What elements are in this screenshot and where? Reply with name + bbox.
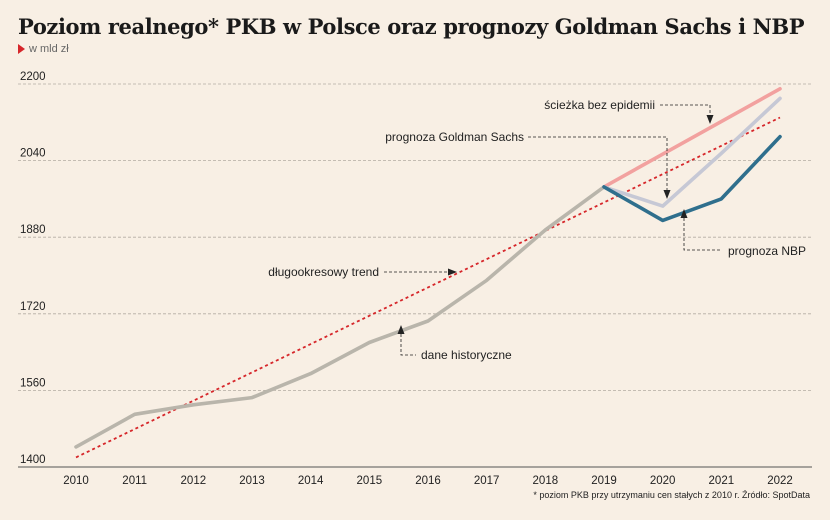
series-line-nbp: [602, 134, 782, 223]
x-tick-label: 2021: [709, 475, 735, 487]
annotation-arrow: [663, 190, 671, 199]
unit-label: w mld zł: [29, 43, 69, 55]
y-tick-label: 1560: [20, 377, 46, 389]
x-tick-label: 2013: [239, 475, 265, 487]
series-line-historical: [74, 185, 606, 449]
x-tick-label: 2018: [533, 475, 559, 487]
annotation-leader: [660, 104, 711, 115]
annotation-leader: [528, 136, 668, 190]
annotation-leader: [683, 218, 720, 251]
triangle-marker-icon: [18, 44, 25, 54]
y-tick-label: 1720: [20, 301, 46, 313]
annotation-arrow: [706, 115, 714, 124]
annotation-arrow: [448, 268, 457, 276]
x-tick-label: 2017: [474, 475, 500, 487]
x-tick-label: 2012: [181, 475, 207, 487]
annotation-arrow: [680, 209, 688, 218]
series-line-no-epidemic: [602, 87, 782, 189]
y-tick-label: 1400: [20, 454, 46, 466]
y-tick-label: 2200: [20, 71, 46, 83]
series-line-trend: [75, 116, 781, 459]
y-tick-label: 1880: [20, 224, 46, 236]
annotation-leader: [400, 334, 416, 356]
annotation-label: prognoza Goldman Sachs: [385, 130, 524, 144]
chart-title: Poziom realnego* PKB w Polsce oraz progn…: [18, 14, 805, 39]
annotation-label: dane historyczne: [421, 348, 512, 362]
x-tick-label: 2015: [357, 475, 383, 487]
x-tick-label: 2011: [122, 475, 147, 487]
x-tick-label: 2010: [63, 475, 89, 487]
x-tick-label: 2019: [591, 475, 617, 487]
annotation-label: prognoza NBP: [728, 244, 806, 258]
x-tick-label: 2014: [298, 475, 324, 487]
annotation-label: ścieżka bez epidemii: [544, 98, 655, 112]
x-tick-label: 2016: [415, 475, 441, 487]
x-tick-label: 2020: [650, 475, 676, 487]
footnote: * poziom PKB przy utrzymaniu cen stałych…: [533, 490, 810, 500]
y-tick-label: 2040: [20, 148, 46, 160]
series-line-goldman-sachs: [602, 96, 782, 208]
x-tick-label: 2022: [767, 475, 793, 487]
chart-subtitle: w mld zł: [18, 43, 69, 55]
annotation-arrow: [397, 325, 405, 334]
annotation-label: długookresowy trend: [268, 265, 379, 279]
